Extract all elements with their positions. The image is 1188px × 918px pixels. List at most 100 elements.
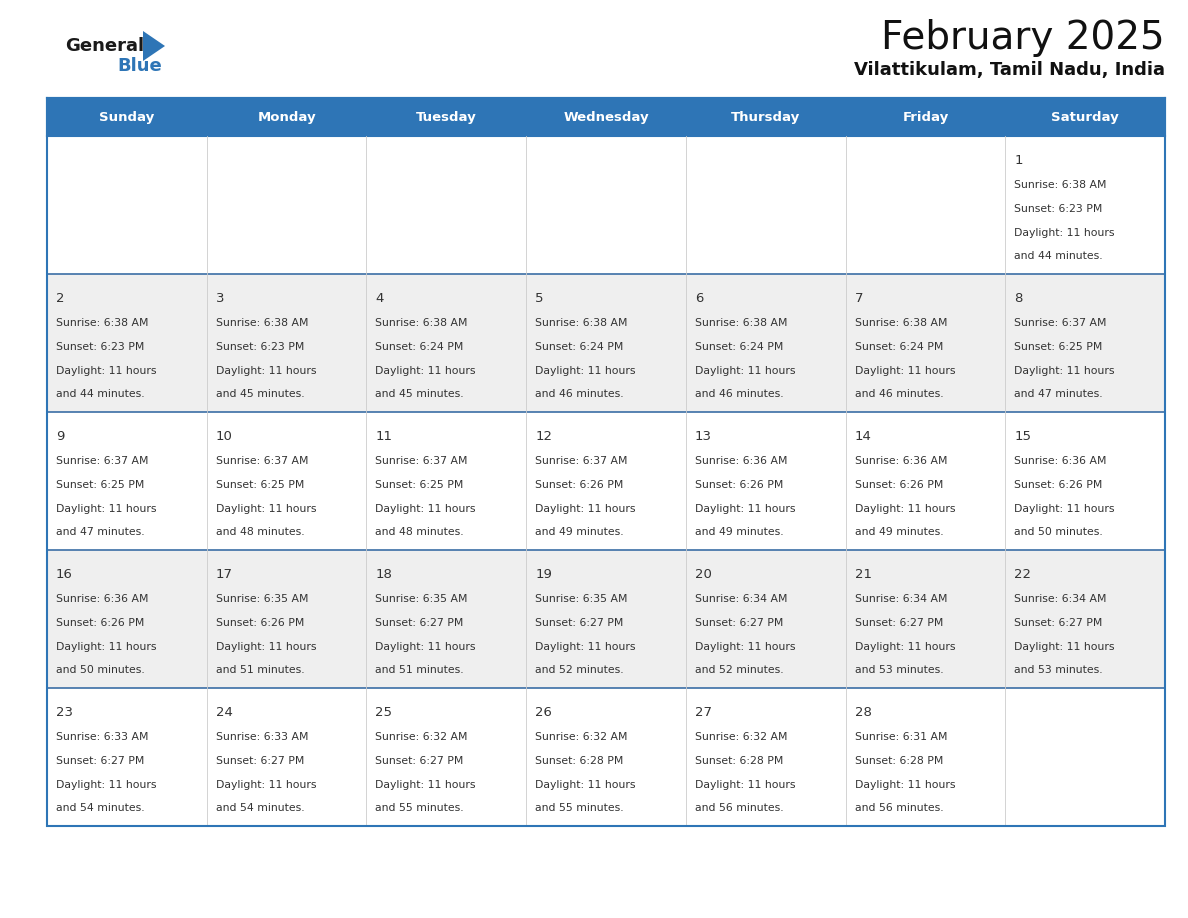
Text: Daylight: 11 hours: Daylight: 11 hours: [56, 504, 157, 514]
Text: and 45 minutes.: and 45 minutes.: [375, 389, 465, 399]
Text: Sunrise: 6:31 AM: Sunrise: 6:31 AM: [854, 732, 947, 742]
Text: Sunset: 6:27 PM: Sunset: 6:27 PM: [375, 756, 463, 766]
Text: Daylight: 11 hours: Daylight: 11 hours: [695, 504, 795, 514]
Text: Sunset: 6:28 PM: Sunset: 6:28 PM: [695, 756, 783, 766]
Text: 24: 24: [216, 706, 233, 719]
Text: and 49 minutes.: and 49 minutes.: [854, 527, 943, 537]
Bar: [48, 274, 1165, 412]
Text: Sunset: 6:28 PM: Sunset: 6:28 PM: [535, 756, 624, 766]
Text: Sunrise: 6:34 AM: Sunrise: 6:34 AM: [695, 594, 788, 604]
Text: Sunrise: 6:32 AM: Sunrise: 6:32 AM: [535, 732, 627, 742]
Text: Wednesday: Wednesday: [563, 110, 649, 124]
Text: Daylight: 11 hours: Daylight: 11 hours: [216, 504, 316, 514]
Text: Daylight: 11 hours: Daylight: 11 hours: [1015, 366, 1114, 376]
Text: Sunrise: 6:35 AM: Sunrise: 6:35 AM: [216, 594, 308, 604]
Text: Sunset: 6:24 PM: Sunset: 6:24 PM: [695, 342, 783, 352]
Text: and 56 minutes.: and 56 minutes.: [854, 803, 943, 813]
Text: Sunrise: 6:38 AM: Sunrise: 6:38 AM: [56, 318, 148, 328]
Text: Sunrise: 6:38 AM: Sunrise: 6:38 AM: [1015, 180, 1107, 190]
Text: Sunset: 6:26 PM: Sunset: 6:26 PM: [1015, 480, 1102, 490]
Text: and 46 minutes.: and 46 minutes.: [535, 389, 624, 399]
Text: Daylight: 11 hours: Daylight: 11 hours: [56, 780, 157, 790]
Text: Sunset: 6:27 PM: Sunset: 6:27 PM: [695, 618, 783, 628]
Text: Friday: Friday: [903, 110, 948, 124]
Text: 9: 9: [56, 430, 64, 443]
Text: 11: 11: [375, 430, 392, 443]
Text: 14: 14: [854, 430, 872, 443]
Text: 27: 27: [695, 706, 712, 719]
Text: and 53 minutes.: and 53 minutes.: [1015, 665, 1102, 675]
Text: Daylight: 11 hours: Daylight: 11 hours: [375, 504, 476, 514]
Text: Monday: Monday: [258, 110, 316, 124]
Text: Sunrise: 6:37 AM: Sunrise: 6:37 AM: [1015, 318, 1107, 328]
Text: 28: 28: [854, 706, 872, 719]
Text: Sunrise: 6:38 AM: Sunrise: 6:38 AM: [216, 318, 308, 328]
Polygon shape: [143, 31, 165, 61]
Text: Sunset: 6:25 PM: Sunset: 6:25 PM: [56, 480, 145, 490]
Text: Sunrise: 6:37 AM: Sunrise: 6:37 AM: [56, 456, 148, 466]
Text: Sunrise: 6:36 AM: Sunrise: 6:36 AM: [695, 456, 788, 466]
Text: and 48 minutes.: and 48 minutes.: [375, 527, 465, 537]
Text: Sunset: 6:28 PM: Sunset: 6:28 PM: [854, 756, 943, 766]
Text: 15: 15: [1015, 430, 1031, 443]
Text: and 52 minutes.: and 52 minutes.: [695, 665, 783, 675]
Text: Sunset: 6:26 PM: Sunset: 6:26 PM: [854, 480, 943, 490]
Text: Daylight: 11 hours: Daylight: 11 hours: [695, 366, 795, 376]
Text: and 53 minutes.: and 53 minutes.: [854, 665, 943, 675]
Text: and 56 minutes.: and 56 minutes.: [695, 803, 783, 813]
Text: Saturday: Saturday: [1051, 110, 1119, 124]
Text: Daylight: 11 hours: Daylight: 11 hours: [854, 504, 955, 514]
Text: and 51 minutes.: and 51 minutes.: [216, 665, 304, 675]
Text: and 47 minutes.: and 47 minutes.: [56, 527, 145, 537]
Text: Sunrise: 6:38 AM: Sunrise: 6:38 AM: [535, 318, 627, 328]
Text: Sunset: 6:25 PM: Sunset: 6:25 PM: [1015, 342, 1102, 352]
Text: Sunset: 6:24 PM: Sunset: 6:24 PM: [854, 342, 943, 352]
Text: 20: 20: [695, 568, 712, 581]
Text: Daylight: 11 hours: Daylight: 11 hours: [535, 642, 636, 652]
Text: 5: 5: [535, 292, 544, 305]
Text: and 50 minutes.: and 50 minutes.: [56, 665, 145, 675]
Text: 8: 8: [1015, 292, 1023, 305]
Text: 4: 4: [375, 292, 384, 305]
Text: 7: 7: [854, 292, 862, 305]
Text: Sunset: 6:27 PM: Sunset: 6:27 PM: [1015, 618, 1102, 628]
Text: Daylight: 11 hours: Daylight: 11 hours: [375, 642, 476, 652]
Text: 21: 21: [854, 568, 872, 581]
Text: Daylight: 11 hours: Daylight: 11 hours: [695, 780, 795, 790]
Text: Daylight: 11 hours: Daylight: 11 hours: [1015, 504, 1114, 514]
Bar: [48, 688, 1165, 826]
Text: Vilattikulam, Tamil Nadu, India: Vilattikulam, Tamil Nadu, India: [854, 61, 1165, 79]
Text: Daylight: 11 hours: Daylight: 11 hours: [375, 780, 476, 790]
Text: and 44 minutes.: and 44 minutes.: [1015, 251, 1102, 261]
Text: Sunset: 6:27 PM: Sunset: 6:27 PM: [375, 618, 463, 628]
Text: Blue: Blue: [116, 57, 162, 75]
Text: Sunset: 6:24 PM: Sunset: 6:24 PM: [535, 342, 624, 352]
Text: 23: 23: [56, 706, 72, 719]
Text: and 49 minutes.: and 49 minutes.: [535, 527, 624, 537]
Text: Sunset: 6:27 PM: Sunset: 6:27 PM: [535, 618, 624, 628]
Text: Daylight: 11 hours: Daylight: 11 hours: [854, 780, 955, 790]
Text: and 46 minutes.: and 46 minutes.: [854, 389, 943, 399]
Text: Sunset: 6:23 PM: Sunset: 6:23 PM: [56, 342, 145, 352]
Text: Sunrise: 6:37 AM: Sunrise: 6:37 AM: [535, 456, 627, 466]
Text: 25: 25: [375, 706, 392, 719]
Text: 13: 13: [695, 430, 712, 443]
Text: Sunset: 6:26 PM: Sunset: 6:26 PM: [56, 618, 145, 628]
Text: Sunset: 6:24 PM: Sunset: 6:24 PM: [375, 342, 463, 352]
Text: and 55 minutes.: and 55 minutes.: [535, 803, 624, 813]
Text: Sunrise: 6:35 AM: Sunrise: 6:35 AM: [535, 594, 627, 604]
Text: Sunrise: 6:33 AM: Sunrise: 6:33 AM: [216, 732, 308, 742]
Bar: [48, 412, 1165, 550]
Text: General: General: [65, 37, 144, 55]
Text: Tuesday: Tuesday: [416, 110, 476, 124]
Text: Sunset: 6:26 PM: Sunset: 6:26 PM: [535, 480, 624, 490]
Text: 2: 2: [56, 292, 64, 305]
Text: 17: 17: [216, 568, 233, 581]
Text: Daylight: 11 hours: Daylight: 11 hours: [1015, 642, 1114, 652]
Text: and 48 minutes.: and 48 minutes.: [216, 527, 304, 537]
Text: Daylight: 11 hours: Daylight: 11 hours: [216, 780, 316, 790]
Text: Sunrise: 6:32 AM: Sunrise: 6:32 AM: [695, 732, 788, 742]
Text: 26: 26: [535, 706, 552, 719]
Text: and 55 minutes.: and 55 minutes.: [375, 803, 465, 813]
Text: Daylight: 11 hours: Daylight: 11 hours: [535, 366, 636, 376]
